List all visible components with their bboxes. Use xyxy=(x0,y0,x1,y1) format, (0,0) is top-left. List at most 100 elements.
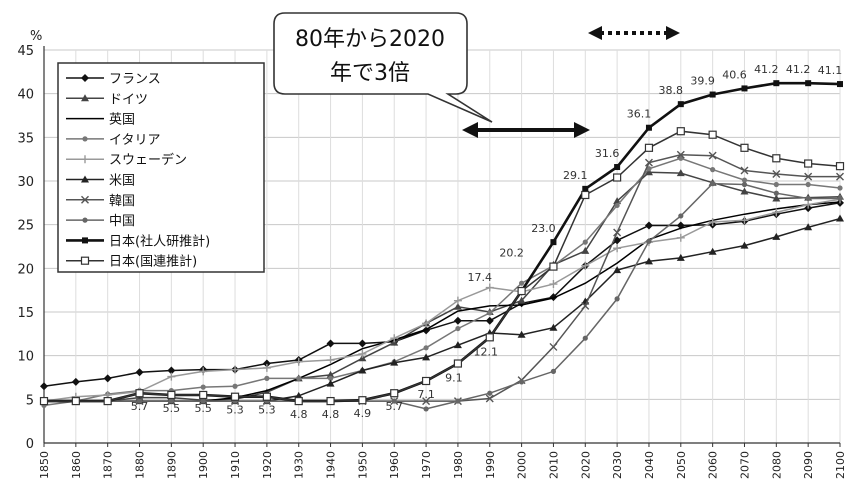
data-point xyxy=(582,185,589,192)
data-point xyxy=(773,80,780,87)
data-point xyxy=(613,244,622,253)
data-point xyxy=(676,253,685,261)
series-line-7 xyxy=(44,182,840,410)
legend-label: 英国 xyxy=(109,113,135,128)
data-point xyxy=(772,170,781,179)
y-tick-label: 35 xyxy=(17,131,34,146)
data-point xyxy=(837,81,843,88)
data-point xyxy=(358,366,367,374)
y-unit-label: % xyxy=(30,29,42,44)
data-point xyxy=(581,190,590,200)
data-point xyxy=(262,392,271,401)
data-point xyxy=(262,359,271,368)
data-point xyxy=(582,335,588,341)
data-point xyxy=(326,396,335,406)
data-point xyxy=(644,158,653,167)
data-point xyxy=(453,302,462,310)
legend-label: 中国 xyxy=(109,214,135,229)
data-point xyxy=(517,286,526,296)
data-label: 20.2 xyxy=(499,247,524,260)
data-label: 4.8 xyxy=(322,408,340,421)
data-label: 5.3 xyxy=(258,404,276,417)
data-point xyxy=(676,150,685,159)
data-point xyxy=(455,325,461,332)
data-point xyxy=(708,151,717,160)
data-point xyxy=(326,379,335,387)
data-point xyxy=(232,383,238,389)
x-tick-label: 1890 xyxy=(165,451,178,479)
data-point xyxy=(264,375,270,381)
callout-bubble xyxy=(273,12,493,123)
legend-label: 日本(社人研推計) xyxy=(109,233,210,249)
data-point xyxy=(740,216,749,225)
x-tick-label: 1990 xyxy=(484,451,497,479)
data-point xyxy=(296,375,302,381)
data-point xyxy=(135,389,144,398)
legend-label: 米国 xyxy=(109,174,135,189)
data-point xyxy=(581,261,590,270)
series-7 xyxy=(41,181,843,412)
data-point xyxy=(740,187,749,195)
data-label: 41.1 xyxy=(818,64,843,77)
callout: 80年から2020 年で3倍 xyxy=(273,12,493,123)
data-point xyxy=(708,247,717,255)
data-label: 41.2 xyxy=(786,63,811,76)
data-point xyxy=(772,194,781,202)
legend-label: 日本(国連推計) xyxy=(109,254,197,270)
y-tick-label: 5 xyxy=(26,393,34,408)
data-point xyxy=(805,80,812,87)
data-point xyxy=(517,330,526,338)
data-point xyxy=(391,398,397,404)
data-point xyxy=(199,390,208,400)
data-point xyxy=(804,159,813,168)
data-label: 29.1 xyxy=(563,169,588,182)
x-tick-label: 2060 xyxy=(707,451,720,479)
data-point xyxy=(836,172,844,181)
data-point xyxy=(773,181,779,188)
data-point xyxy=(422,397,431,406)
data-label: 41.2 xyxy=(754,63,779,76)
data-point xyxy=(804,200,813,209)
series-lines xyxy=(39,80,845,412)
data-point xyxy=(772,232,781,240)
x-tick-label: 2100 xyxy=(834,451,847,479)
data-point xyxy=(485,283,494,292)
data-label: 7.1 xyxy=(417,388,435,401)
data-label: 4.8 xyxy=(290,408,308,421)
data-point xyxy=(582,239,588,245)
data-point xyxy=(835,162,845,171)
data-point xyxy=(741,177,748,183)
data-point xyxy=(581,301,590,310)
x-tick-label: 1950 xyxy=(356,451,369,479)
data-point xyxy=(423,406,429,412)
data-point xyxy=(326,339,335,348)
x-tick-label: 2010 xyxy=(547,451,560,479)
data-point xyxy=(421,376,431,386)
data-point xyxy=(676,169,685,177)
data-point xyxy=(646,166,652,172)
data-point xyxy=(805,181,811,188)
data-point xyxy=(549,342,558,351)
data-point xyxy=(487,310,493,316)
data-point xyxy=(519,280,525,286)
data-point xyxy=(613,173,622,182)
data-label: 4.9 xyxy=(354,407,372,420)
span-arrow-dotted xyxy=(588,26,680,40)
data-point xyxy=(262,363,271,372)
data-label: 9.1 xyxy=(445,372,463,385)
data-point xyxy=(549,323,558,331)
legend-marker xyxy=(81,195,89,204)
data-point xyxy=(485,394,494,403)
y-tick-label: 45 xyxy=(17,44,34,59)
data-point xyxy=(453,296,462,305)
x-tick-label: 1930 xyxy=(293,451,306,479)
data-point xyxy=(71,377,80,386)
data-point xyxy=(644,257,653,265)
data-point xyxy=(837,185,843,191)
data-point xyxy=(644,221,653,230)
data-point xyxy=(805,195,811,202)
x-tick-label: 2090 xyxy=(802,451,815,479)
x-tick-label: 1940 xyxy=(325,451,338,479)
data-point xyxy=(103,374,112,383)
data-point xyxy=(519,379,525,385)
